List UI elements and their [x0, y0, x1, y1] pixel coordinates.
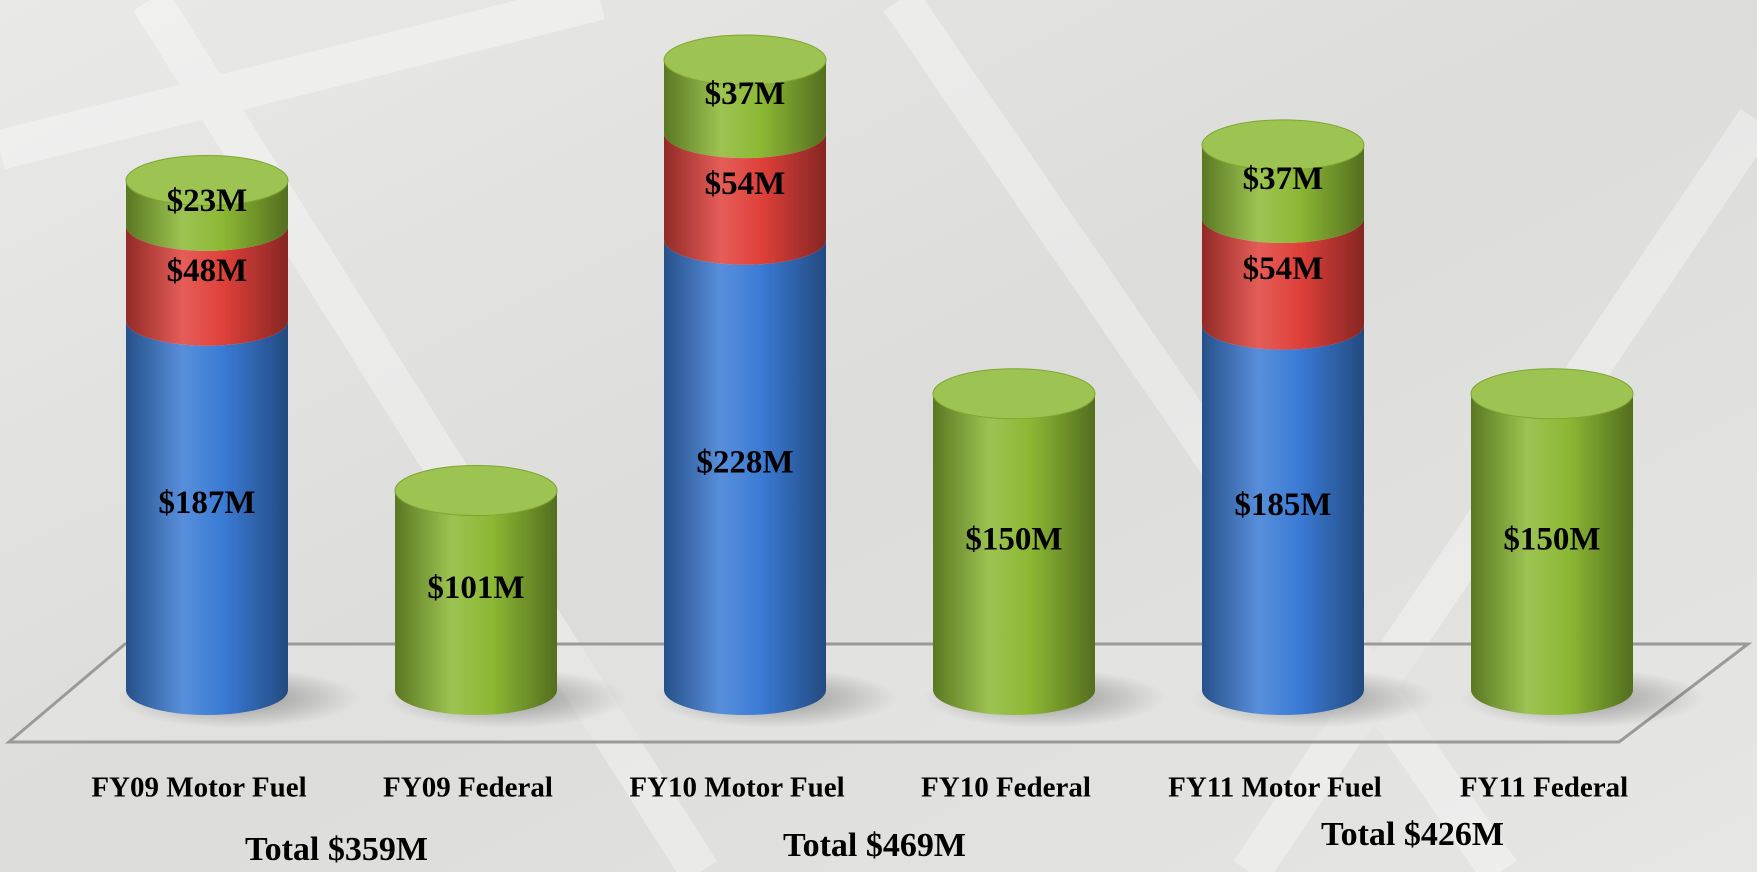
bar-segment [933, 393, 1095, 715]
x-tick-label: FY11 Motor Fuel [1168, 772, 1382, 804]
bar-segment [126, 320, 288, 715]
data-label: $228M [696, 444, 793, 480]
data-label: $150M [965, 521, 1062, 557]
bar-segment [395, 490, 557, 715]
x-tick-label: FY09 Federal [383, 772, 553, 804]
bar-segment [664, 239, 826, 715]
total-annotation: Total $426M [1321, 816, 1504, 853]
bar-top [1470, 368, 1634, 420]
bar-segment [1471, 393, 1633, 715]
data-label: $54M [1243, 251, 1324, 287]
bar-top [1201, 119, 1365, 171]
data-label: $48M [167, 253, 248, 289]
data-label: $54M [705, 166, 786, 202]
data-label: $187M [158, 485, 255, 521]
x-tick-label: FY09 Motor Fuel [91, 772, 306, 804]
x-tick-label: FY10 Federal [921, 772, 1091, 804]
bar-top [394, 465, 558, 517]
data-label: $101M [427, 570, 524, 606]
bar-segment [1202, 324, 1364, 715]
bar-segment [664, 133, 826, 265]
x-tick-label: FY11 Federal [1460, 772, 1628, 804]
bar-top [932, 368, 1096, 420]
bar-segment [1202, 144, 1364, 243]
total-annotation: Total $469M [783, 827, 966, 864]
bar-top [663, 34, 827, 86]
bar-segment [126, 180, 288, 251]
bar-segment [1202, 217, 1364, 350]
x-tick-label: FY10 Motor Fuel [629, 772, 844, 804]
total-annotation: Total $359M [245, 831, 428, 868]
data-label: $150M [1503, 521, 1600, 557]
data-label: $37M [705, 76, 786, 112]
data-label: $23M [167, 183, 248, 219]
bar-segment [126, 225, 288, 346]
bar-top [125, 154, 289, 206]
data-label: $37M [1243, 161, 1324, 197]
bar-segment [664, 60, 826, 159]
data-label: $185M [1234, 487, 1331, 523]
